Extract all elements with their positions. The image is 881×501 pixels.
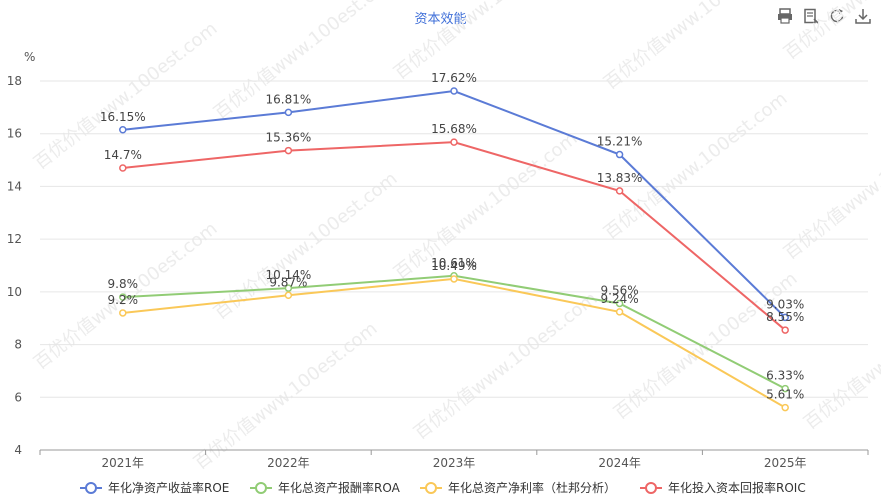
data-label: 9.2% xyxy=(108,293,139,307)
legend[interactable]: 年化净资产收益率ROE 年化总资产报酬率ROA 年化总资产净利率（杜邦分析） 年化投入… xyxy=(80,480,806,495)
data-point[interactable] xyxy=(615,308,624,316)
data-point[interactable] xyxy=(615,150,624,159)
y-tick-label: 18 xyxy=(7,74,22,88)
legend-marker xyxy=(255,482,267,494)
chart-toolbar xyxy=(775,6,873,26)
data-point[interactable] xyxy=(119,164,127,172)
download-icon[interactable] xyxy=(853,6,873,26)
data-point[interactable] xyxy=(284,284,293,292)
watermark-text: 百优价值www.100est.com xyxy=(190,318,381,474)
y-axis-unit: % xyxy=(24,50,35,64)
watermark-text: 百优价值www.100est.com xyxy=(600,88,791,244)
data-label: 14.7% xyxy=(104,148,142,162)
legend-marker xyxy=(425,482,437,494)
data-point[interactable] xyxy=(615,299,624,308)
legend-marker xyxy=(645,482,657,494)
y-axis: 4 6 8 10 12 14 16 18% xyxy=(7,50,36,457)
data-label: 15.68% xyxy=(431,122,477,136)
data-label: 10.49% xyxy=(431,259,477,273)
y-tick-label: 12 xyxy=(7,232,22,246)
data-label: 17.62% xyxy=(431,71,477,85)
x-tick-label: 2022年 xyxy=(267,456,310,470)
watermark-text: 百优价值www.100est.com xyxy=(390,0,581,84)
data-point[interactable] xyxy=(284,108,293,117)
data-view-icon[interactable] xyxy=(801,6,821,26)
watermark-text: 百优价值www.100est.com xyxy=(800,278,881,434)
data-label: 6.33% xyxy=(766,369,804,383)
x-tick-label: 2024年 xyxy=(598,456,641,470)
data-labels: 16.15% 16.81% 17.62% 15.21% 9.03% 9.8% 10.14% 1… xyxy=(100,71,804,402)
x-tick-label: 2021年 xyxy=(102,456,145,470)
data-label: 15.36% xyxy=(266,131,312,145)
data-point[interactable] xyxy=(284,146,293,155)
data-label: 10.14% xyxy=(266,268,312,282)
data-point[interactable] xyxy=(119,126,127,134)
legend-marker xyxy=(85,482,97,494)
legend-item[interactable]: 年化投入资本回报率ROIC xyxy=(640,480,806,495)
data-label: 16.81% xyxy=(266,92,312,106)
x-tick-label: 2023年 xyxy=(433,456,476,470)
data-label: 16.15% xyxy=(100,110,146,124)
data-point[interactable] xyxy=(450,275,458,283)
y-tick-label: 4 xyxy=(14,443,22,457)
data-label: 13.83% xyxy=(597,171,643,185)
legend-label: 年化总资产报酬率ROA xyxy=(278,480,401,495)
grid-lines xyxy=(40,80,868,451)
y-tick-label: 6 xyxy=(14,390,22,404)
data-point[interactable] xyxy=(450,87,458,95)
x-axis: 2021年 2022年 2023年 2024年 2025年 xyxy=(39,450,869,470)
legend-label: 年化总资产净利率（杜邦分析） xyxy=(448,480,616,495)
data-label: 9.8% xyxy=(108,277,139,291)
data-point[interactable] xyxy=(781,313,789,322)
data-label: 9.87% xyxy=(269,275,307,289)
y-tick-label: 16 xyxy=(7,127,22,141)
data-point[interactable] xyxy=(284,291,293,300)
legend-label: 年化投入资本回报率ROIC xyxy=(668,480,806,495)
series-layer xyxy=(119,87,789,412)
data-point[interactable] xyxy=(119,309,127,317)
data-point[interactable] xyxy=(615,187,624,195)
watermark-text: 百优价值www.100est.com xyxy=(410,288,601,444)
data-point[interactable] xyxy=(781,403,789,412)
data-point[interactable] xyxy=(781,384,789,393)
y-tick-label: 8 xyxy=(14,338,22,352)
data-label: 9.03% xyxy=(766,297,804,311)
x-tick-label: 2025年 xyxy=(764,456,807,470)
data-point[interactable] xyxy=(781,326,789,334)
y-tick-label: 10 xyxy=(7,285,22,299)
data-label: 9.56% xyxy=(601,283,639,297)
data-label: 9.24% xyxy=(601,292,639,306)
y-tick-label: 14 xyxy=(7,179,22,193)
data-point[interactable] xyxy=(450,138,458,146)
chart-title: 资本效能 xyxy=(414,12,467,27)
data-label: 5.61% xyxy=(766,388,804,402)
data-label: 10.61% xyxy=(431,256,477,270)
data-point[interactable] xyxy=(119,293,127,301)
data-label: 15.21% xyxy=(597,135,643,149)
print-icon[interactable] xyxy=(775,6,795,26)
legend-item[interactable]: 年化总资产净利率（杜邦分析） xyxy=(420,480,616,495)
data-label: 8.55% xyxy=(766,310,804,324)
watermark-text: 百优价值www.100est.com xyxy=(600,0,791,94)
legend-item[interactable]: 年化总资产报酬率ROA xyxy=(250,480,401,495)
legend-item[interactable]: 年化净资产收益率ROE xyxy=(80,480,229,495)
restore-icon[interactable] xyxy=(827,6,847,26)
watermark-text: 百优价值www.100est.com xyxy=(780,0,881,64)
legend-label: 年化净资产收益率ROE xyxy=(108,480,229,495)
